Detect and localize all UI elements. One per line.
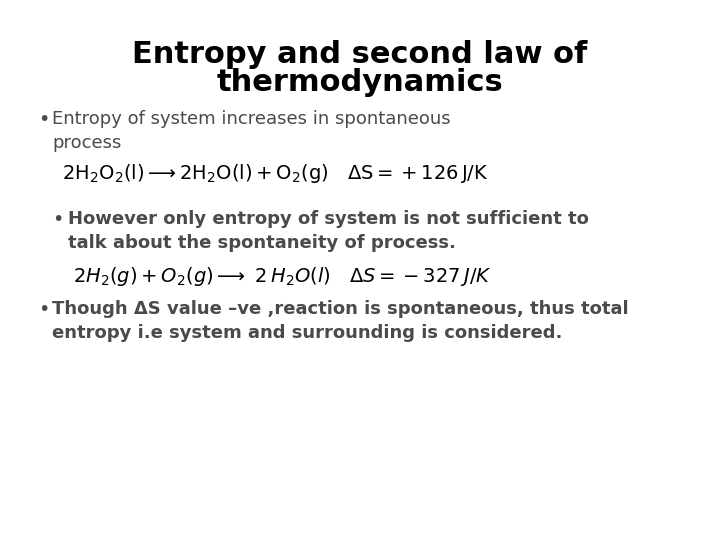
Text: However only entropy of system is not sufficient to
talk about the spontaneity o: However only entropy of system is not su… — [68, 210, 589, 252]
Text: •: • — [38, 300, 50, 319]
Text: Entropy and second law of: Entropy and second law of — [132, 40, 588, 69]
Text: Entropy of system increases in spontaneous
process: Entropy of system increases in spontaneo… — [52, 110, 451, 152]
Text: Though ΔS value –ve ,reaction is spontaneous, thus total
entropy i.e system and : Though ΔS value –ve ,reaction is spontan… — [52, 300, 629, 342]
Text: •: • — [38, 110, 50, 129]
Text: $\mathregular{2H_2O_2(l) \longrightarrow 2H_2O(l) +O_2(g) \quad \Delta S= +126\,: $\mathregular{2H_2O_2(l) \longrightarrow… — [62, 162, 489, 185]
Text: $2H_2(g) +O_2(g) \longrightarrow \ 2\,H_2O(l) \quad \Delta S =-327\,J/K$: $2H_2(g) +O_2(g) \longrightarrow \ 2\,H_… — [73, 265, 492, 288]
Text: •: • — [52, 210, 63, 229]
Text: thermodynamics: thermodynamics — [217, 68, 503, 97]
